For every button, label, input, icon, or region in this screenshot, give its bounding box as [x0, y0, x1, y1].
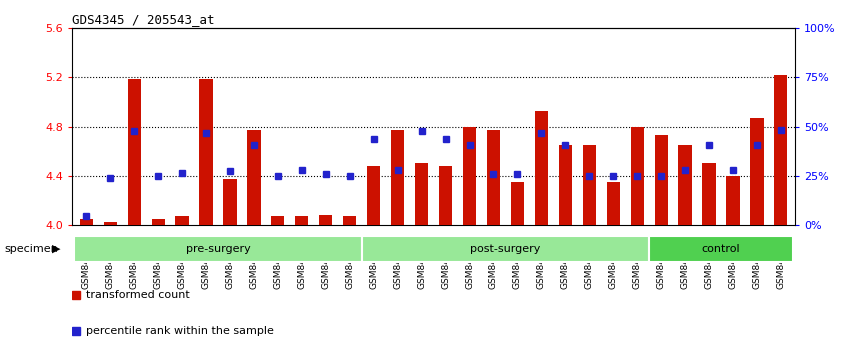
Bar	[247, 130, 261, 225]
Bar	[535, 110, 548, 225]
Bar	[175, 216, 189, 225]
Text: control: control	[701, 244, 740, 254]
Text: GDS4345 / 205543_at: GDS4345 / 205543_at	[72, 13, 214, 26]
Bar	[104, 222, 117, 225]
Bar	[702, 164, 716, 225]
Bar	[486, 130, 500, 225]
Bar	[655, 135, 667, 225]
Bar	[774, 75, 788, 225]
Bar	[223, 179, 237, 225]
Bar	[630, 127, 644, 225]
Text: specimen: specimen	[4, 244, 58, 253]
Bar	[649, 236, 793, 262]
Bar	[391, 130, 404, 225]
Bar	[678, 145, 692, 225]
Bar	[727, 176, 739, 225]
Bar	[200, 79, 212, 225]
Bar	[439, 166, 452, 225]
Bar	[362, 236, 649, 262]
Bar	[272, 216, 284, 225]
Bar	[74, 236, 362, 262]
Bar	[607, 182, 620, 225]
Bar	[128, 79, 140, 225]
Bar	[583, 145, 596, 225]
Bar	[558, 145, 572, 225]
Text: transformed count: transformed count	[86, 290, 190, 301]
Text: post-surgery: post-surgery	[470, 244, 541, 254]
Bar	[295, 216, 309, 225]
Bar	[367, 166, 381, 225]
Text: pre-surgery: pre-surgery	[185, 244, 250, 254]
Bar	[343, 216, 356, 225]
Bar	[415, 164, 428, 225]
Bar	[463, 127, 476, 225]
Bar	[319, 215, 332, 225]
Bar	[750, 118, 763, 225]
Text: percentile rank within the sample: percentile rank within the sample	[86, 326, 274, 336]
Text: ▶: ▶	[52, 244, 61, 253]
Bar	[80, 219, 93, 225]
Bar	[151, 219, 165, 225]
Bar	[511, 182, 524, 225]
